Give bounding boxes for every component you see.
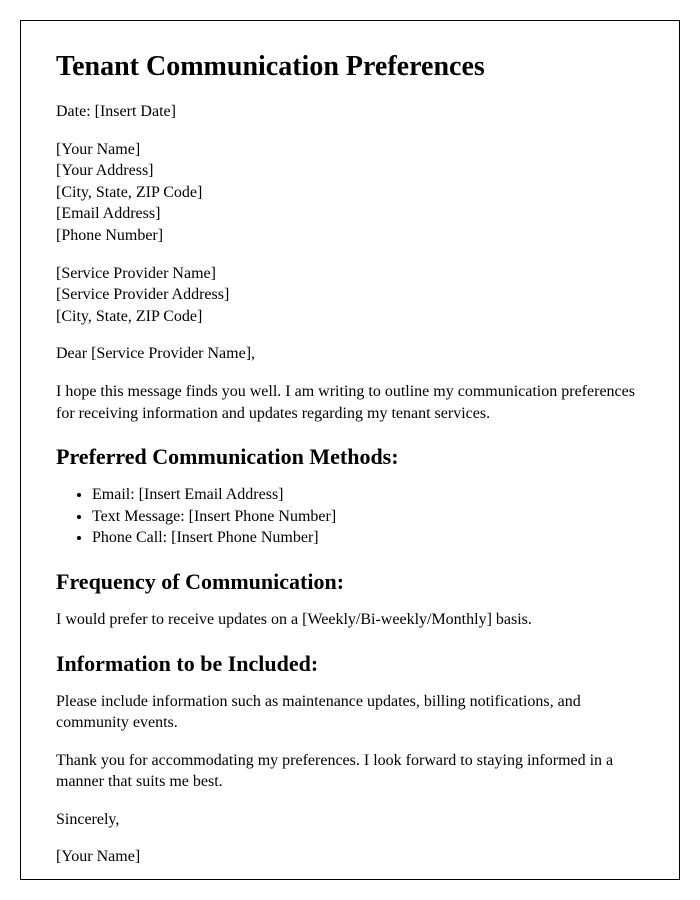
sender-name: [Your Name] [56,139,644,161]
method-phone: Phone Call: [Insert Phone Number] [92,527,644,549]
method-text: Text Message: [Insert Phone Number] [92,506,644,528]
intro-paragraph: I hope this message finds you well. I am… [56,381,644,424]
recipient-address: [Service Provider Address] [56,284,644,306]
recipient-address-block: [Service Provider Name] [Service Provide… [56,263,644,328]
recipient-name: [Service Provider Name] [56,263,644,285]
info-body: Please include information such as maint… [56,691,644,734]
sender-phone: [Phone Number] [56,225,644,247]
document-container: Tenant Communication Preferences Date: [… [20,20,680,880]
frequency-heading: Frequency of Communication: [56,569,644,595]
signoff: Sincerely, [56,809,644,831]
method-email: Email: [Insert Email Address] [92,484,644,506]
info-heading: Information to be Included: [56,651,644,677]
frequency-body: I would prefer to receive updates on a [… [56,609,644,631]
sender-email: [Email Address] [56,203,644,225]
sender-city-state-zip: [City, State, ZIP Code] [56,182,644,204]
recipient-city-state-zip: [City, State, ZIP Code] [56,306,644,328]
date-line: Date: [Insert Date] [56,101,644,123]
methods-list: Email: [Insert Email Address] Text Messa… [92,484,644,549]
sender-address: [Your Address] [56,160,644,182]
salutation: Dear [Service Provider Name], [56,343,644,365]
methods-heading: Preferred Communication Methods: [56,444,644,470]
signature: [Your Name] [56,846,644,868]
page-title: Tenant Communication Preferences [56,51,644,83]
closing-thanks: Thank you for accommodating my preferenc… [56,750,644,793]
sender-address-block: [Your Name] [Your Address] [City, State,… [56,139,644,247]
